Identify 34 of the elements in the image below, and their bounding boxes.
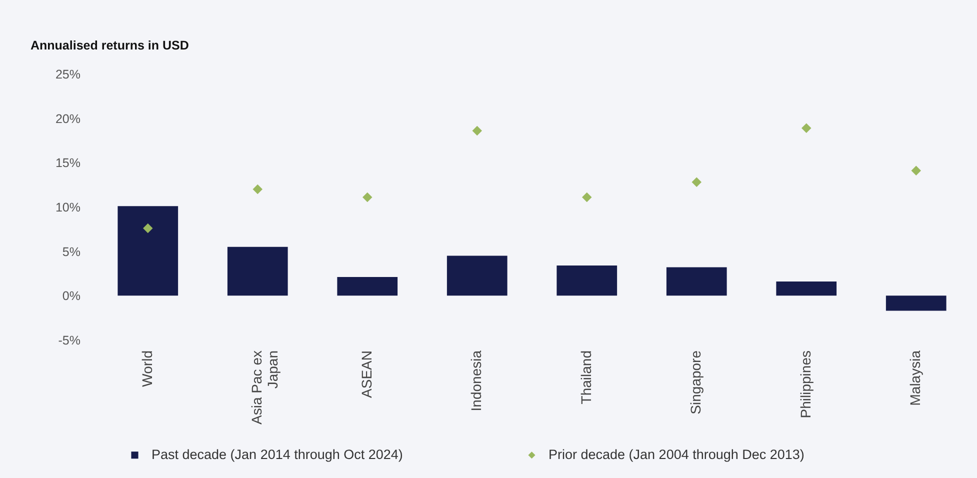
x-tick-label: Singapore: [688, 350, 704, 414]
legend-label: Past decade (Jan 2014 through Oct 2024): [152, 447, 403, 462]
y-tick-label: -5%: [58, 334, 80, 348]
point: [362, 192, 372, 202]
point: [252, 184, 262, 194]
bar: [886, 296, 946, 311]
bar: [776, 281, 837, 296]
y-tick-label: 20%: [55, 112, 80, 126]
bar: [446, 256, 508, 296]
point: [692, 177, 702, 188]
y-tick-label: 25%: [55, 68, 80, 82]
point: [472, 126, 482, 136]
bar: [118, 206, 178, 296]
x-tick-label: ASEAN: [358, 350, 374, 398]
point: [143, 223, 153, 234]
bar: [227, 246, 288, 296]
y-axis-title: Annualised returns in USD: [30, 38, 189, 52]
bar: [666, 267, 727, 296]
x-tick-label: Malaysia: [907, 350, 924, 406]
x-tick-label: Thailand: [578, 350, 594, 404]
point: [582, 192, 592, 202]
point: [802, 123, 812, 133]
y-tick-label: 0%: [62, 289, 80, 304]
x-tick-label: Indonesia: [468, 350, 484, 412]
x-tick-label: Philippines: [797, 350, 814, 418]
bar: [556, 266, 618, 296]
y-tick-label: 15%: [55, 156, 80, 170]
x-tick-label: World: [138, 350, 155, 387]
y-tick-label: 5%: [62, 244, 80, 259]
bar: [337, 277, 398, 296]
x-tick-label: Asia Pac ex Japan: [248, 350, 281, 424]
legend-label: Prior decade (Jan 2004 through Dec 2013): [548, 447, 804, 462]
point: [911, 166, 921, 176]
y-tick-label: 10%: [55, 200, 80, 214]
